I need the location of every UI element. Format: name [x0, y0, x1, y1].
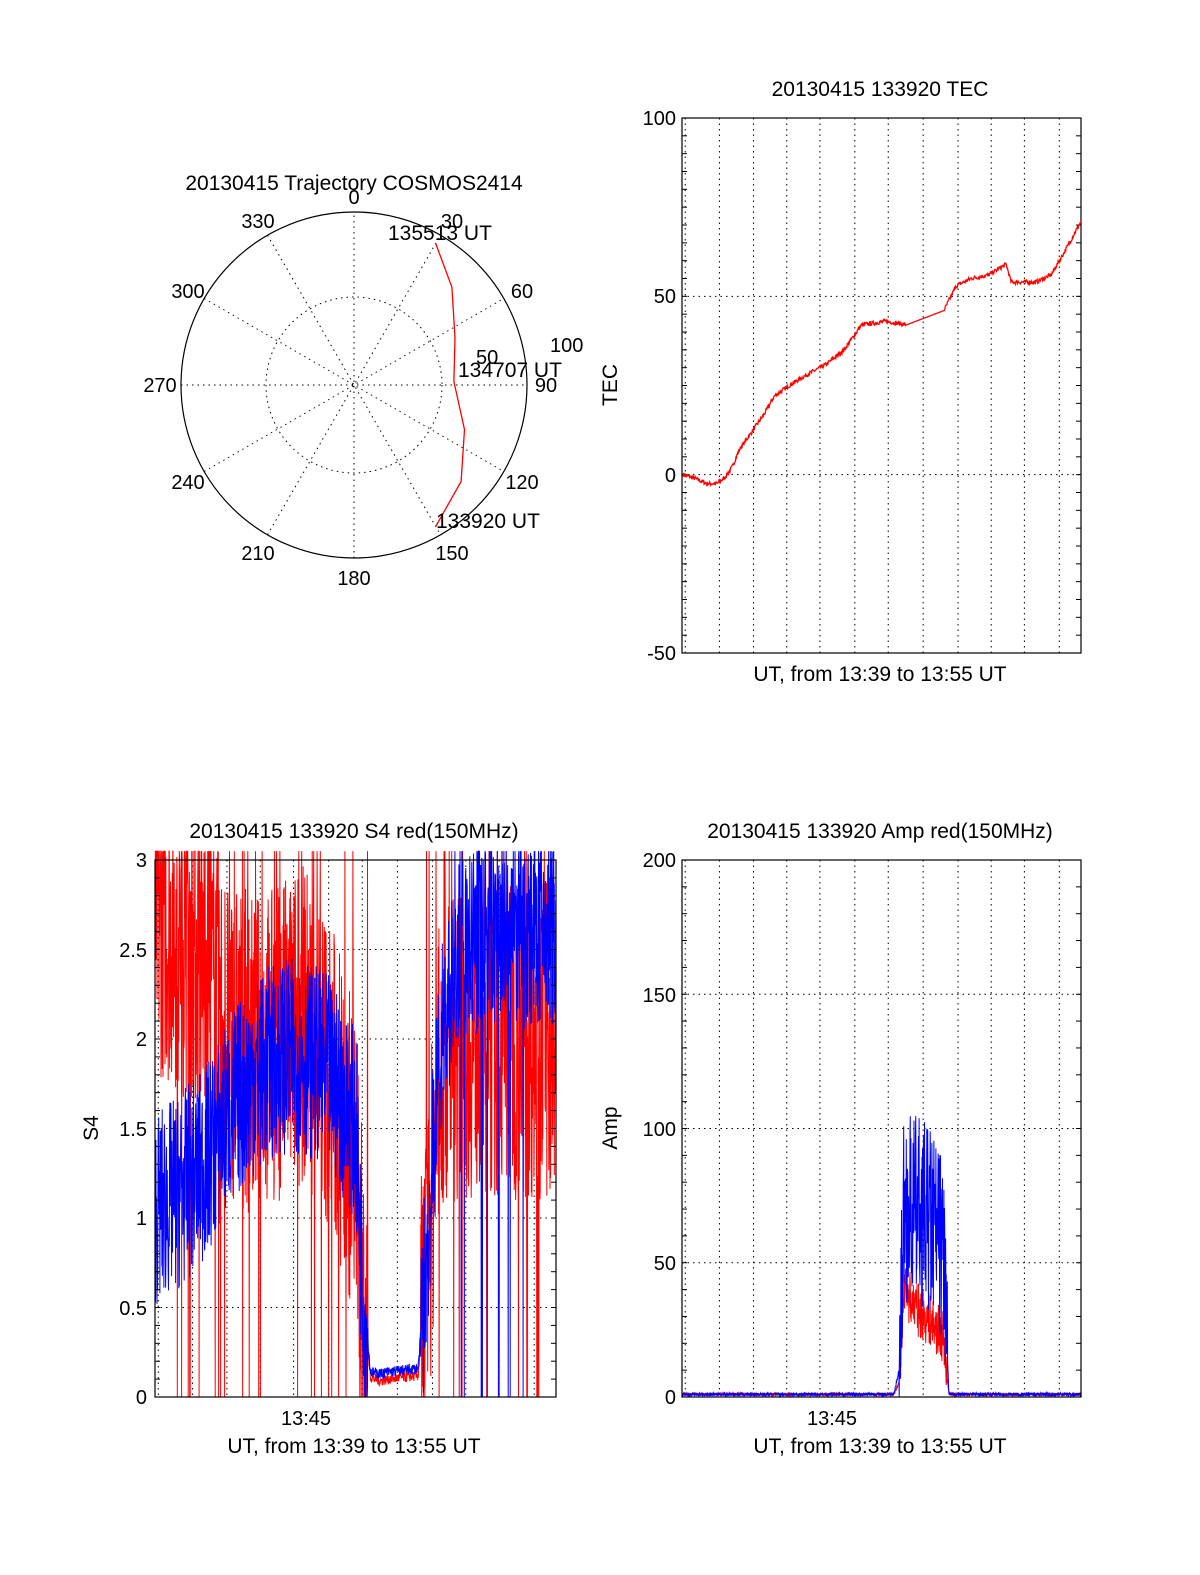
polar-radial-label-50: 50 [476, 347, 498, 369]
polar-radial-label-100: 100 [550, 335, 583, 357]
s4-ytick-0: 0 [136, 1387, 147, 1409]
polar-outer-ring [180, 211, 528, 559]
polar-azimuth-label: 270 [143, 375, 176, 397]
polar-annotation-end: 135513 UT [388, 222, 492, 245]
tec-title: 20130415 133920 TEC [772, 78, 989, 101]
tec-ylabel: TEC [599, 364, 622, 406]
polar-azimuth-label: 180 [337, 568, 370, 590]
amp-blue-series [681, 1116, 1082, 1398]
tec-ytick-100: 100 [643, 108, 676, 130]
polar-azimuth-label: 330 [241, 211, 274, 233]
polar-azimuth-label: 240 [171, 472, 204, 494]
polar-azimuth-label: 90 [535, 375, 557, 397]
polar-spoke [203, 298, 505, 472]
tec-ytick-0: 0 [665, 465, 676, 487]
tec-ytick-50: 50 [654, 286, 676, 308]
s4-ytick-2.5: 2.5 [119, 940, 147, 962]
polar-spoke [267, 234, 441, 536]
amp-ytick-200: 200 [643, 850, 676, 872]
tec-panel: 20130415 133920 TEC 100 50 0 -50 TEC UT,… [599, 78, 1082, 686]
s4-title: 20130415 133920 S4 red(150MHz) [189, 820, 518, 843]
s4-ylabel: S4 [80, 1115, 103, 1141]
tec-series-line [682, 220, 1082, 488]
amp-ytick-150: 150 [643, 985, 676, 1007]
polar-azimuth-label: 120 [505, 472, 538, 494]
polar-spokes [181, 212, 527, 558]
polar-azimuth-label: 150 [435, 543, 468, 565]
amp-xtick-1345: 13:45 [807, 1408, 857, 1430]
tec-minor-ticks [682, 117, 1081, 654]
polar-title: 20130415 Trajectory COSMOS2414 [185, 172, 523, 195]
s4-xlabel: UT, from 13:39 to 13:55 UT [227, 1435, 480, 1458]
polar-azimuth-label: 210 [241, 543, 274, 565]
amp-panel: 20130415 133920 Amp red(150MHz) 200 150 … [599, 820, 1082, 1458]
s4-ytick-2: 2 [136, 1029, 147, 1051]
amp-ytick-100: 100 [643, 1119, 676, 1141]
amp-red-series [681, 1263, 1082, 1398]
tec-grid [682, 118, 1081, 653]
tec-xlabel: UT, from 13:39 to 13:55 UT [753, 663, 1006, 686]
polar-azimuth-label: 300 [171, 281, 204, 303]
amp-ytick-50: 50 [654, 1253, 676, 1275]
s4-blue-series [154, 850, 557, 1398]
polar-azimuth-label: 60 [511, 281, 533, 303]
amp-title: 20130415 133920 Amp red(150MHz) [707, 820, 1053, 843]
s4-ytick-0.5: 0.5 [119, 1298, 147, 1320]
tec-ytick-neg50: -50 [647, 643, 676, 665]
polar-panel: 20130415 Trajectory COSMOS2414 0 30 60 90 12… [143, 172, 583, 590]
polar-azimuth-label: 0 [348, 187, 359, 209]
polar-azimuth-labels: 0 30 60 90 120 150 180 210 240 270 300 330 [143, 187, 557, 590]
polar-annotation-start: 133920 UT [436, 510, 540, 533]
s4-panel: 20130415 133920 S4 red(150MHz) 3 2.5 2 1… [80, 820, 557, 1458]
amp-xlabel: UT, from 13:39 to 13:55 UT [753, 1435, 1006, 1458]
polar-inner-ring [265, 296, 443, 474]
tec-plot-frame [681, 117, 1082, 654]
polar-trajectory-line [435, 243, 466, 527]
s4-ytick-1.5: 1.5 [119, 1119, 147, 1141]
s4-ytick-1: 1 [136, 1208, 147, 1230]
amp-ytick-0: 0 [665, 1387, 676, 1409]
s4-minor-ticks [155, 859, 556, 1398]
s4-xtick-1345: 13:45 [281, 1408, 331, 1430]
amp-grid [682, 860, 1081, 1397]
polar-annotation-mid: 134707 UT [458, 359, 562, 382]
s4-ytick-3: 3 [136, 850, 147, 872]
polar-azimuth-label: 30 [441, 211, 463, 233]
amp-minor-ticks [682, 859, 1081, 1398]
amp-ylabel: Amp [599, 1106, 622, 1149]
polar-spoke [267, 234, 441, 536]
polar-spoke [203, 298, 505, 472]
